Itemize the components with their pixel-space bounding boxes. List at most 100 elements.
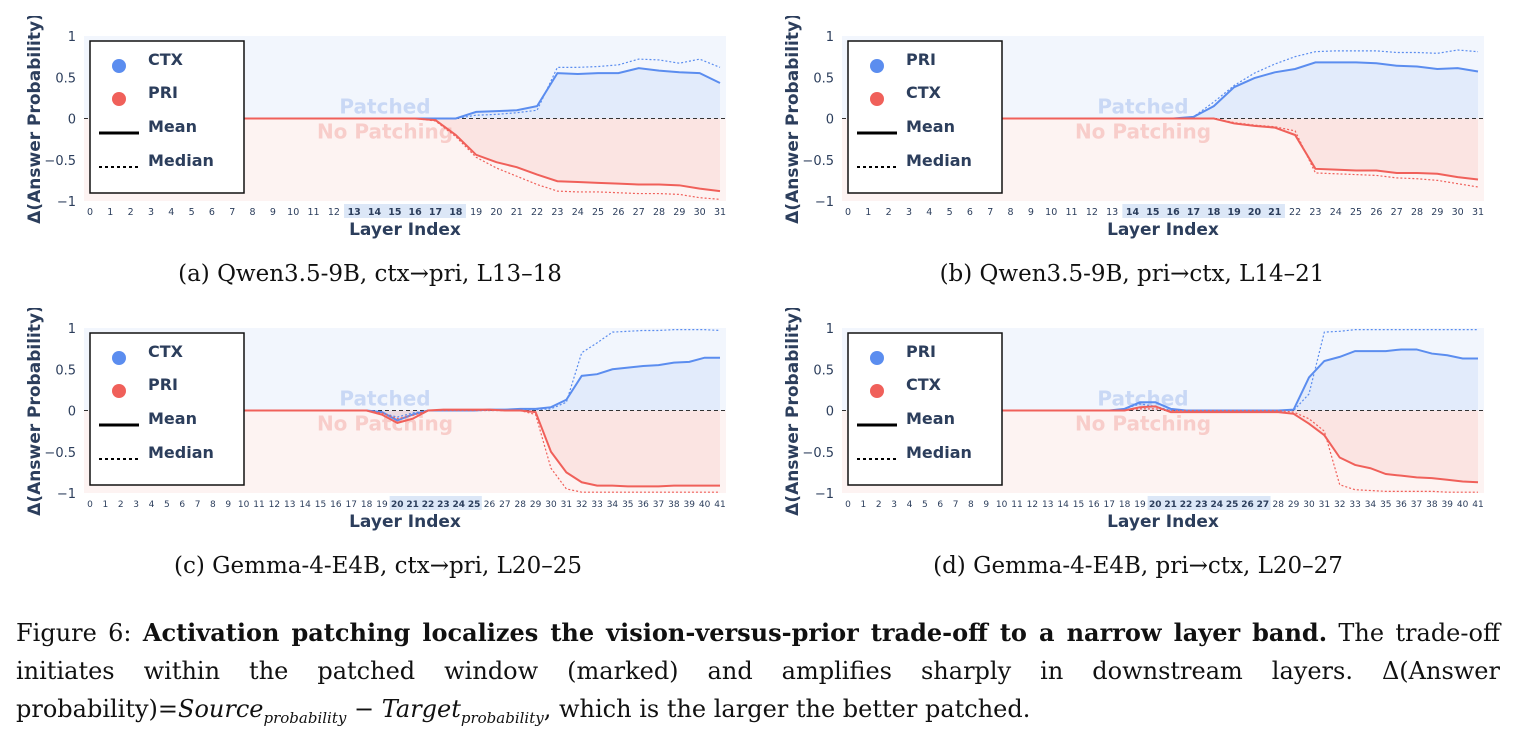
x-tick-label: 27 [633,207,645,218]
legend-marker [112,59,126,73]
legend-label: CTX [906,83,942,102]
patched-region-label: Patched [339,95,430,119]
x-tick-label: 13 [284,500,295,510]
x-tick-label: 2 [876,500,882,510]
x-tick-label: 37 [1411,500,1422,510]
legend-marker [112,384,126,398]
x-tick-label: 11 [1011,500,1022,510]
x-tick-label: 7 [987,207,993,218]
patched-region-label: Patched [339,387,430,411]
x-tick-label: 11 [308,207,320,218]
legend: CTX PRI Mean Median [89,40,245,194]
x-tick-label: 36 [637,500,649,510]
x-tick-label: 1 [102,500,108,510]
x-tick-label: 17 [1187,207,1200,218]
x-tick-label: 27 [499,500,510,510]
x-tick-label: 19 [1134,500,1146,510]
legend-marker [870,59,884,73]
x-tick-label: 7 [195,500,201,510]
x-tick-label: 23 [1309,207,1321,218]
series-area [90,357,720,421]
patched-layer-band [344,204,466,218]
x-tick-label: 6 [967,207,973,218]
x-tick-label: 9 [225,500,231,510]
x-tick-label: 10 [238,500,250,510]
x-tick-label: 9 [1028,207,1034,218]
x-tick-label: 12 [328,207,340,218]
x-tick-label: 12 [1027,500,1038,510]
legend: CTX PRI Mean Median [89,332,245,486]
x-tick-label: 30 [1303,500,1315,510]
x-tick-label: 14 [1126,207,1140,218]
x-tick-label: 4 [907,500,913,510]
x-tick-label: 7 [953,500,959,510]
x-tick-label: 25 [1350,207,1362,218]
x-tick-label: 28 [1411,207,1423,218]
x-tick-label: 35 [622,500,633,510]
x-tick-label: 14 [368,207,382,218]
patched-layer-band [1122,204,1285,218]
x-tick-label: 40 [699,500,711,510]
x-tick-label: 30 [694,207,706,218]
x-axis-label: Layer Index [349,220,461,240]
x-tick-label: 31 [1472,207,1484,218]
x-tick-label: 27 [1257,500,1270,510]
legend-label: Median [906,443,972,462]
x-tick-label: 14 [299,500,311,510]
series-area [848,118,1478,180]
legend-label: Mean [148,117,197,136]
x-tick-label: 39 [684,500,696,510]
x-tick-label: 34 [1365,500,1377,510]
legend-marker [870,351,884,365]
y-tick-label: 0 [68,405,76,420]
y-tick-label: 0.5 [55,71,76,86]
y-tick-label: 0.5 [813,71,834,86]
y-axis-label: Δ(Answer Probability) [25,308,45,516]
x-tick-label: 29 [1431,207,1443,218]
x-tick-label: 23 [437,500,450,510]
x-tick-label: 41 [1472,500,1483,510]
x-tick-label: 26 [1241,500,1254,510]
x-tick-label: 25 [1226,500,1239,510]
x-tick-label: 4 [926,207,932,218]
y-tick-label: −0.5 [802,154,834,169]
y-tick-label: −0.5 [44,154,76,169]
y-axis-label: Δ(Answer Probability) [783,308,803,516]
y-tick-label: 0.5 [813,363,834,378]
x-tick-label: 31 [561,500,572,510]
figure-caption: Figure 6: Activation patching localizes … [16,614,1500,737]
series-area [90,118,720,192]
x-tick-label: 13 [1106,207,1118,218]
x-tick-label: 22 [531,207,543,218]
y-tick-label: 1 [68,322,76,337]
legend-label: PRI [906,50,936,69]
x-tick-label: 1 [860,500,866,510]
x-tick-label: 31 [1319,500,1330,510]
x-tick-label: 19 [470,207,482,218]
figure-title: Activation patching localizes the vision… [142,618,1328,647]
x-tick-label: 8 [210,500,216,510]
series-area [848,406,1478,483]
x-tick-label: 28 [653,207,665,218]
x-tick-label: 10 [1045,207,1057,218]
x-tick-label: 5 [947,207,953,218]
x-tick-label: 18 [1207,207,1221,218]
x-tick-label: 13 [348,207,361,218]
x-tick-label: 11 [253,500,264,510]
no-patching-region-label: No Patching [1075,120,1211,144]
x-tick-label: 16 [330,500,342,510]
x-tick-label: 18 [1119,500,1131,510]
x-tick-label: 23 [1195,500,1208,510]
x-tick-label: 29 [530,500,542,510]
source-sub: probability [263,708,347,727]
no-patching-region-label: No Patching [1075,412,1211,436]
x-tick-label: 4 [168,207,174,218]
x-tick-label: 30 [545,500,557,510]
x-axis-label: Layer Index [349,512,461,532]
x-tick-label: 16 [409,207,423,218]
x-tick-label: 7 [229,207,235,218]
x-tick-label: 37 [653,500,664,510]
caption-panel-b: (b) Qwen3.5-9B, pri→ctx, L14–21 [939,261,1325,287]
